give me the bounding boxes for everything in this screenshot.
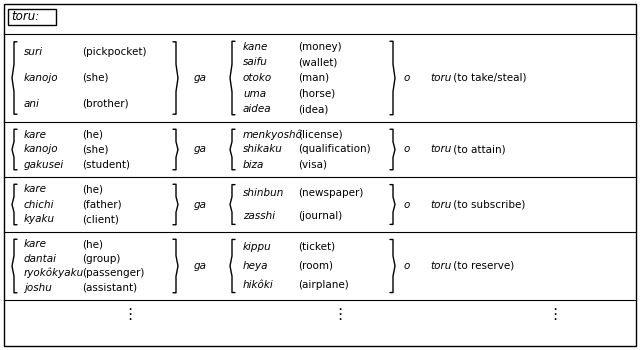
Text: (to attain): (to attain) [450, 145, 506, 154]
Text: toru:: toru: [11, 10, 39, 23]
Text: toru: toru [430, 261, 451, 271]
Text: (ticket): (ticket) [298, 241, 335, 252]
Text: ⋮: ⋮ [332, 308, 348, 322]
Text: ryokôkyaku: ryokôkyaku [24, 268, 84, 279]
Text: (license): (license) [298, 130, 342, 140]
Text: aidea: aidea [243, 104, 271, 114]
Text: hikôki: hikôki [243, 280, 274, 290]
Text: saifu: saifu [243, 57, 268, 68]
Text: (she): (she) [82, 145, 109, 154]
Text: ⋮: ⋮ [547, 308, 563, 322]
Text: (room): (room) [298, 261, 333, 271]
Text: kanojo: kanojo [24, 145, 59, 154]
Text: ⋮: ⋮ [122, 308, 138, 322]
Text: toru: toru [430, 145, 451, 154]
Text: (he): (he) [82, 130, 103, 140]
Text: otoko: otoko [243, 73, 272, 83]
Text: kare: kare [24, 239, 47, 249]
Text: dantai: dantai [24, 254, 57, 264]
FancyBboxPatch shape [8, 9, 56, 25]
Text: ga: ga [194, 73, 207, 83]
Text: kyaku: kyaku [24, 215, 55, 224]
Text: o: o [404, 145, 410, 154]
Text: chichi: chichi [24, 199, 54, 210]
Text: (man): (man) [298, 73, 329, 83]
Text: kippu: kippu [243, 241, 272, 252]
Text: ga: ga [194, 199, 207, 210]
Text: (he): (he) [82, 239, 103, 249]
Text: (money): (money) [298, 42, 342, 52]
Text: o: o [404, 261, 410, 271]
Text: (she): (she) [82, 73, 109, 83]
Text: (to subscribe): (to subscribe) [450, 199, 525, 210]
Text: menkyoshô: menkyoshô [243, 129, 303, 140]
Text: (passenger): (passenger) [82, 268, 145, 278]
Text: (wallet): (wallet) [298, 57, 337, 68]
Text: (brother): (brother) [82, 99, 129, 109]
Text: (journal): (journal) [298, 211, 342, 221]
Text: (he): (he) [82, 184, 103, 195]
Text: (pickpocket): (pickpocket) [82, 47, 147, 57]
Text: zasshi: zasshi [243, 211, 275, 221]
Text: (assistant): (assistant) [82, 283, 137, 293]
Text: kanojo: kanojo [24, 73, 59, 83]
Text: uma: uma [243, 89, 266, 99]
Text: (group): (group) [82, 254, 120, 264]
Text: ga: ga [194, 145, 207, 154]
Text: (horse): (horse) [298, 89, 335, 99]
Text: o: o [404, 73, 410, 83]
Text: ga: ga [194, 261, 207, 271]
Text: ani: ani [24, 99, 40, 109]
Text: (newspaper): (newspaper) [298, 188, 364, 198]
Text: kare: kare [24, 184, 47, 195]
Text: (student): (student) [82, 160, 130, 169]
Text: kane: kane [243, 42, 268, 52]
Text: (father): (father) [82, 199, 122, 210]
FancyBboxPatch shape [4, 4, 636, 346]
Text: (to reserve): (to reserve) [450, 261, 515, 271]
Text: (client): (client) [82, 215, 119, 224]
Text: (airplane): (airplane) [298, 280, 349, 290]
Text: biza: biza [243, 160, 264, 169]
Text: kare: kare [24, 130, 47, 140]
Text: heya: heya [243, 261, 269, 271]
Text: joshu: joshu [24, 283, 52, 293]
Text: toru: toru [430, 73, 451, 83]
Text: shikaku: shikaku [243, 145, 283, 154]
Text: (qualification): (qualification) [298, 145, 371, 154]
Text: gakusei: gakusei [24, 160, 64, 169]
Text: suri: suri [24, 47, 43, 57]
Text: (idea): (idea) [298, 104, 328, 114]
Text: (to take/steal): (to take/steal) [450, 73, 527, 83]
Text: shinbun: shinbun [243, 188, 284, 198]
Text: (visa): (visa) [298, 160, 327, 169]
Text: o: o [404, 199, 410, 210]
Text: toru: toru [430, 199, 451, 210]
